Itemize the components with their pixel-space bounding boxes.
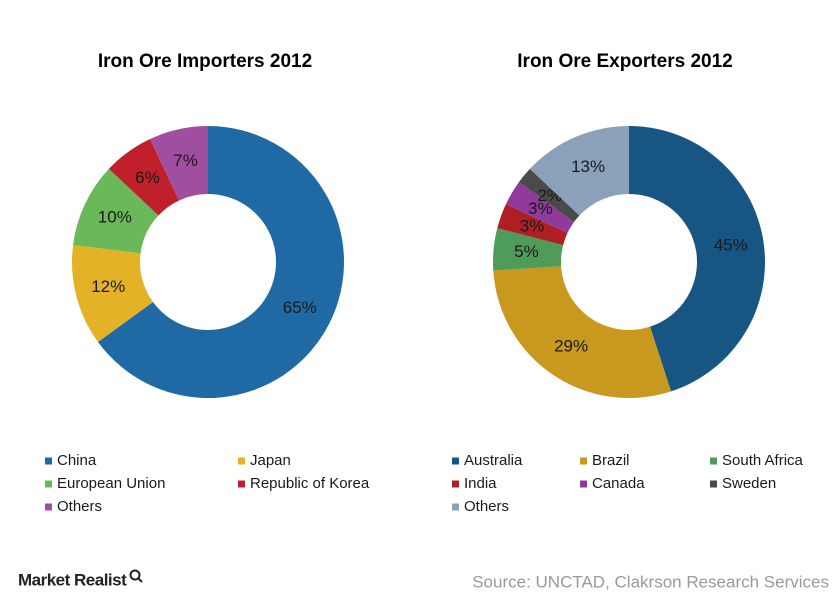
data-label: 65% (283, 298, 317, 317)
source: Source: UNCTAD, Clakrson Research Servic… (472, 572, 829, 591)
data-label: 5% (514, 242, 539, 261)
legend-label: Japan (250, 452, 291, 469)
legend-swatch (238, 480, 245, 488)
data-label: 3% (528, 199, 553, 218)
legend-label: Others (464, 498, 509, 515)
legend-label: China (57, 452, 97, 469)
slice (97, 126, 344, 398)
slice (493, 228, 564, 271)
legend-swatch (452, 480, 459, 488)
legend-label: Canada (592, 475, 645, 492)
slice (150, 126, 208, 201)
brand-icon (129, 569, 143, 583)
slice (518, 168, 580, 223)
slice (629, 126, 765, 392)
data-label: 45% (714, 235, 748, 254)
data-label: 3% (520, 217, 545, 236)
slice (73, 168, 159, 254)
data-label: 10% (98, 208, 132, 227)
legend-swatch (580, 457, 587, 465)
legend-swatch (452, 457, 459, 465)
legend-swatch (710, 457, 717, 465)
chart-title: Iron Ore Importers 2012 (98, 51, 312, 72)
data-label: 7% (173, 151, 198, 170)
data-label: 13% (571, 157, 605, 176)
legend-label: Others (57, 498, 102, 515)
slice (529, 126, 629, 216)
data-label: 12% (91, 277, 125, 296)
brand: Market Realist (18, 570, 127, 589)
legend-label: South Africa (722, 452, 804, 469)
chart-title: Iron Ore Exporters 2012 (517, 51, 732, 72)
legend-label: Sweden (722, 475, 776, 492)
legend-label: Brazil (592, 452, 630, 469)
legend-swatch (580, 480, 587, 488)
legend-label: Australia (464, 452, 523, 469)
slice (108, 138, 180, 216)
legend-label: India (464, 475, 497, 492)
data-label: 6% (135, 168, 160, 187)
legend-swatch (238, 457, 245, 465)
legend-label: European Union (57, 475, 165, 492)
slice (505, 182, 574, 234)
data-label: 29% (554, 337, 588, 356)
slice (497, 204, 568, 246)
legend-swatch (45, 480, 52, 488)
slice (493, 266, 672, 399)
legend-swatch (452, 503, 459, 511)
legend-label: Republic of Korea (250, 475, 370, 492)
legend-swatch (45, 503, 52, 511)
legend-swatch (710, 480, 717, 488)
legend-swatch (45, 457, 52, 465)
slice (72, 244, 153, 342)
